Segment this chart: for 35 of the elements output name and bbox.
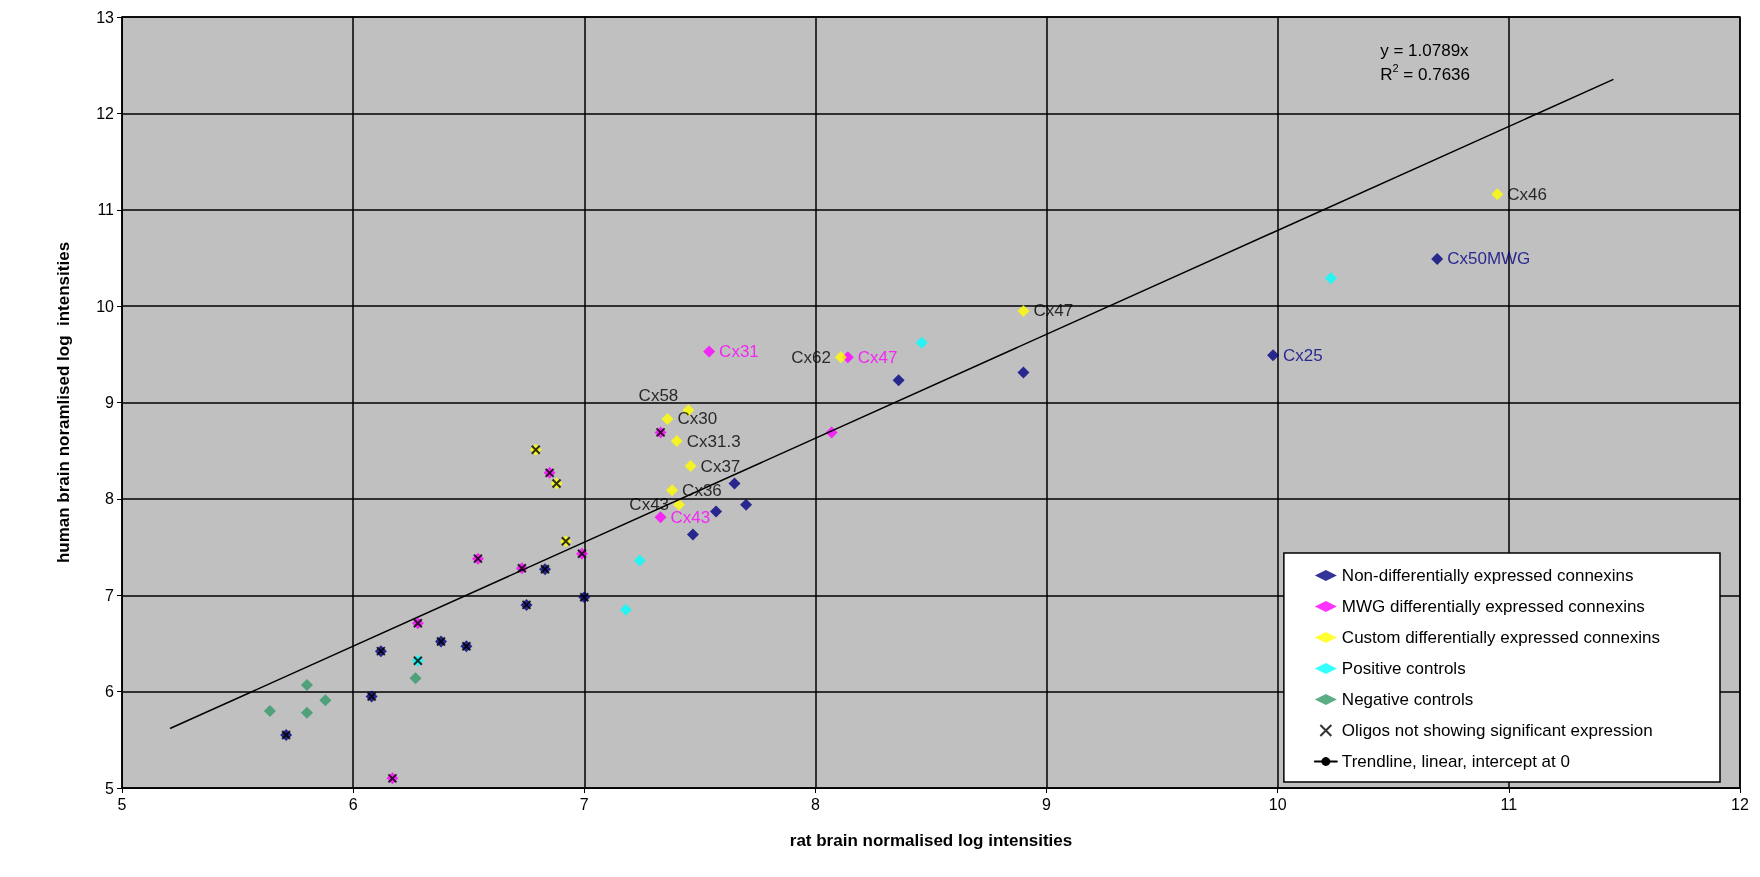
data-label: Cx31: [719, 341, 759, 361]
x-tick-label: 11: [1500, 795, 1518, 813]
legend-label: Trendline, linear, intercept at 0: [1341, 752, 1570, 771]
x-tick-label: 7: [579, 795, 589, 813]
annotation: y = 1.0789x: [1380, 40, 1470, 60]
data-label: Cx37: [700, 456, 741, 476]
x-axis-title: rat brain normalised log intensities: [789, 831, 1073, 850]
legend-label: Oligos not showing significant expression: [1341, 721, 1653, 740]
y-tick-label: 5: [105, 779, 115, 797]
data-label: Cx58: [638, 386, 679, 406]
x-tick-label: 10: [1268, 795, 1287, 813]
data-label: Cx25: [1283, 345, 1323, 365]
x-tick-label: 6: [348, 795, 358, 813]
legend-label: MWG differentially expressed connexins: [1341, 597, 1645, 616]
data-label: Cx31.3: [686, 431, 741, 451]
x-tick-label: 8: [810, 795, 820, 813]
data-label: Cx47: [857, 347, 898, 367]
y-tick-label: 6: [105, 683, 115, 701]
y-tick-label: 10: [96, 297, 115, 315]
y-axis-title: human brain noramlised log intensities: [54, 241, 73, 564]
y-tick-label: 7: [105, 586, 115, 604]
y-tick-label: 8: [105, 490, 115, 508]
y-tick-label: 13: [96, 8, 115, 26]
x-tick-label: 5: [117, 795, 127, 813]
y-tick-label: 11: [97, 201, 115, 219]
legend-label: Positive controls: [1341, 659, 1466, 678]
y-tick-label: 12: [96, 104, 115, 122]
data-label: Cx43: [670, 507, 711, 527]
legend-label: Negative controls: [1341, 690, 1474, 709]
x-tick-label: 12: [1731, 795, 1749, 813]
x-tick-label: 9: [1042, 795, 1052, 813]
legend-label: Non-differentially expressed connexins: [1341, 566, 1634, 585]
data-label: Cx30: [677, 409, 718, 429]
legend-label: Custom differentially expressed connexins: [1341, 628, 1661, 647]
y-tick-label: 9: [105, 394, 115, 411]
